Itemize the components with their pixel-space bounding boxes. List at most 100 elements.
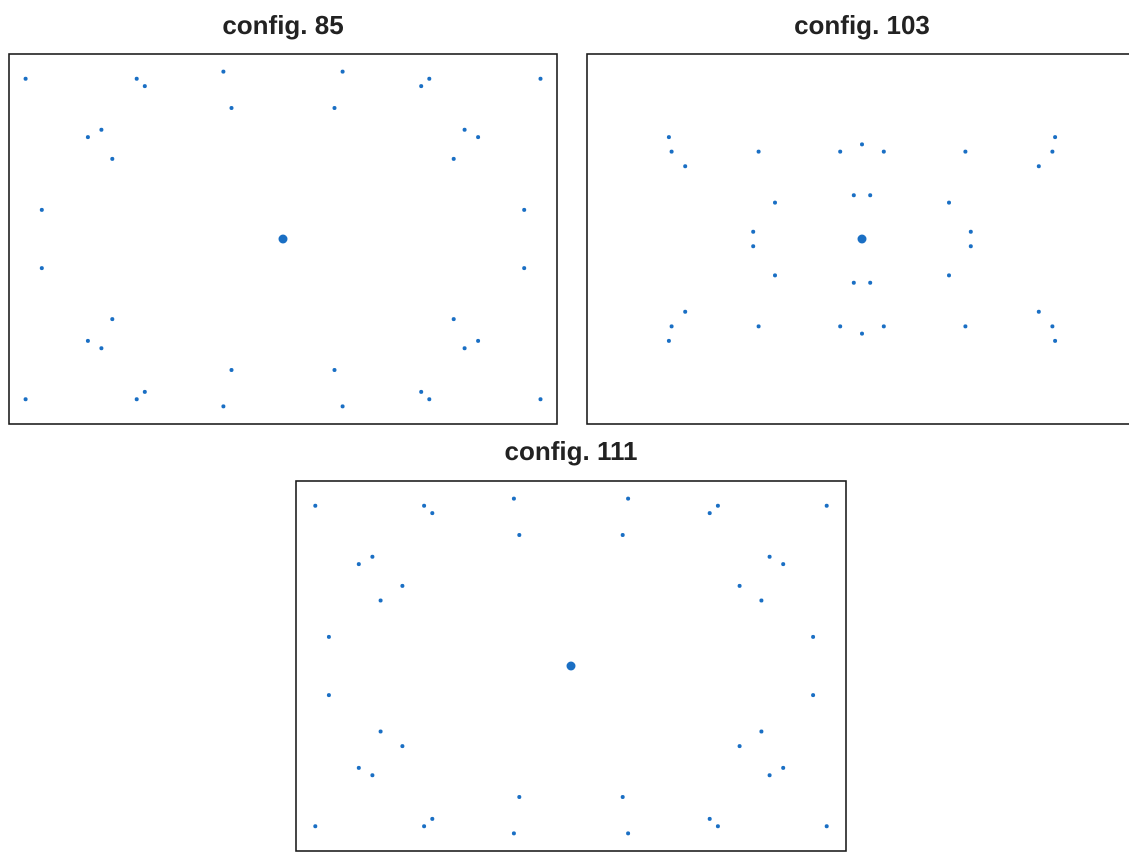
scatter-point	[134, 397, 139, 402]
scatter-point	[683, 309, 688, 314]
scatter-point	[666, 135, 671, 140]
scatter-point	[538, 397, 543, 402]
scatter-point	[326, 693, 331, 698]
scatter-point	[759, 598, 764, 603]
scatter-point	[824, 503, 829, 508]
scatter-panel-config-111	[295, 480, 847, 852]
scatter-point	[476, 338, 481, 343]
scatter-point	[427, 397, 432, 402]
scatter-plot-config-85	[8, 53, 558, 425]
scatter-point	[666, 338, 671, 343]
scatter-point	[626, 496, 631, 501]
scatter-point	[370, 554, 375, 559]
scatter-point	[332, 106, 337, 110]
center-point	[566, 661, 576, 671]
scatter-point	[1050, 149, 1055, 154]
scatter-point	[868, 193, 873, 198]
scatter-point	[620, 533, 625, 537]
scatter-point	[511, 496, 516, 501]
scatter-point	[881, 149, 886, 154]
scatter-point	[963, 324, 968, 329]
chart-title-config-111: config. 111	[504, 436, 638, 466]
scatter-point	[356, 562, 361, 567]
scatter-point	[85, 135, 90, 140]
scatter-point	[773, 200, 777, 205]
scatter-point	[860, 142, 864, 147]
scatter-point	[707, 816, 712, 821]
scatter-point	[522, 266, 527, 271]
scatter-point	[715, 824, 720, 829]
scatter-point	[229, 368, 234, 372]
scatter-point	[476, 135, 481, 140]
scatter-point	[881, 324, 886, 329]
scatter-point	[23, 76, 28, 81]
scatter-point	[400, 583, 405, 588]
scatter-point	[522, 207, 527, 212]
scatter-point	[1036, 309, 1041, 314]
scatter-point	[99, 346, 104, 351]
scatter-point	[229, 106, 234, 110]
scatter-point	[1053, 135, 1058, 140]
scatter-point	[626, 831, 631, 836]
scatter-point	[326, 634, 331, 639]
scatter-point	[313, 503, 318, 508]
scatter-point	[39, 266, 44, 271]
scatter-point	[838, 149, 843, 154]
scatter-point	[968, 229, 973, 234]
scatter-point	[23, 397, 28, 402]
scatter-point	[824, 824, 829, 829]
scatter-point	[517, 795, 522, 799]
scatter-point	[756, 149, 761, 154]
scatter-point	[620, 795, 625, 799]
scatter-point	[947, 200, 951, 205]
scatter-point	[221, 69, 226, 74]
scatter-point	[781, 765, 786, 770]
scatter-point	[715, 503, 720, 508]
scatter-point	[1050, 324, 1055, 329]
scatter-point	[451, 156, 456, 161]
scatter-point	[39, 207, 44, 212]
scatter-point	[669, 149, 674, 154]
scatter-point	[968, 244, 973, 249]
scatter-point	[430, 816, 435, 821]
scatter-point	[751, 244, 756, 249]
scatter-point	[759, 729, 764, 734]
scatter-point	[767, 554, 772, 559]
plot-frame	[586, 53, 1129, 425]
scatter-plot-config-103	[586, 53, 1129, 425]
scatter-point	[963, 149, 968, 154]
scatter-point	[707, 511, 712, 516]
center-point	[278, 234, 288, 244]
scatter-point	[851, 193, 856, 198]
scatter-point	[332, 368, 337, 372]
scatter-point	[422, 503, 427, 508]
scatter-point	[99, 127, 104, 132]
scatter-point	[773, 273, 777, 278]
scatter-point	[756, 324, 761, 329]
scatter-point	[517, 533, 522, 537]
scatter-point	[1053, 338, 1058, 343]
scatter-point	[737, 583, 742, 588]
center-point	[857, 234, 867, 244]
scatter-point	[669, 324, 674, 329]
scatter-point	[419, 84, 424, 89]
scatter-panel-config-103	[586, 53, 1129, 425]
scatter-point	[947, 273, 951, 278]
scatter-point	[851, 280, 856, 285]
scatter-point	[737, 744, 742, 749]
scatter-point	[781, 562, 786, 567]
scatter-point	[751, 229, 756, 234]
scatter-point	[110, 156, 115, 161]
scatter-point	[370, 773, 375, 778]
scatter-point	[313, 824, 318, 829]
scatter-point	[85, 338, 90, 343]
scatter-point	[683, 164, 688, 169]
scatter-point	[451, 317, 456, 322]
scatter-point	[767, 773, 772, 778]
plot-frame	[8, 53, 558, 425]
scatter-point	[221, 404, 226, 409]
scatter-point	[427, 76, 432, 81]
scatter-point	[142, 389, 147, 394]
scatter-point	[811, 634, 816, 639]
scatter-point	[110, 317, 115, 322]
